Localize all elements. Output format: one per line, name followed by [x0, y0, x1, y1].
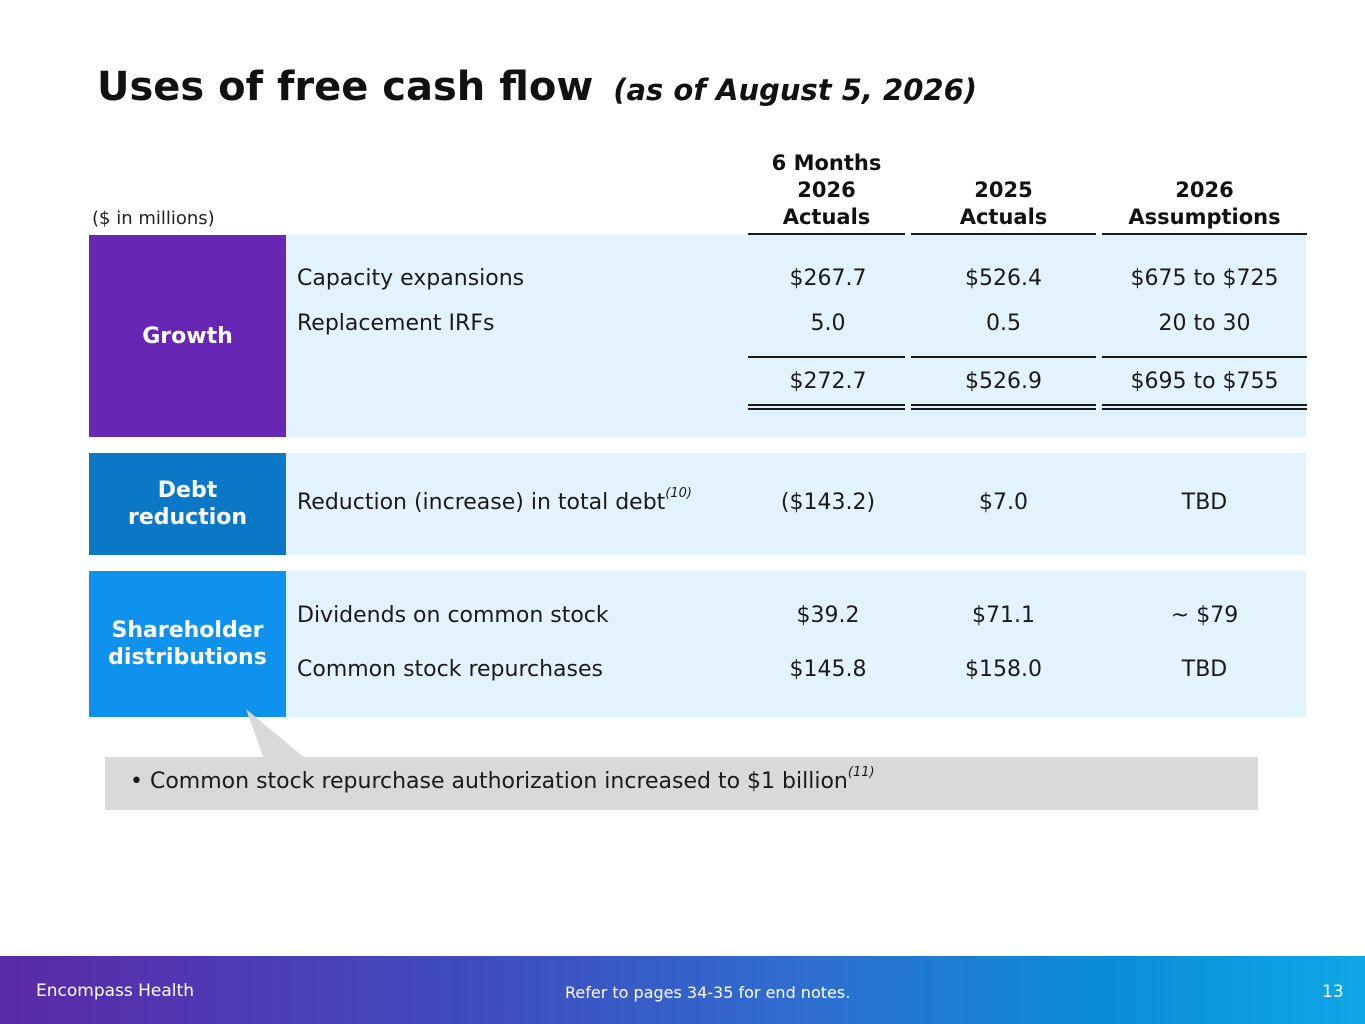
total-double-rule — [748, 404, 905, 410]
column-header-line: Assumptions — [1128, 205, 1281, 229]
cell-value: TBD — [1181, 490, 1228, 515]
cell-value: $39.2 — [796, 603, 860, 628]
shareholder-label-line: Shareholder — [111, 618, 264, 643]
total-double-rule — [1102, 404, 1307, 410]
cell-value: $158.0 — [965, 657, 1042, 682]
callout-box — [105, 757, 1258, 810]
cell-value: $71.1 — [972, 603, 1035, 628]
callout-text: • Common stock repurchase authorization … — [130, 765, 875, 794]
growth-total-value: $695 to $755 — [1130, 369, 1279, 394]
column-header-rule — [748, 233, 905, 235]
column-header-line: Actuals — [782, 205, 871, 229]
column-header-line: 6 Months — [771, 151, 882, 175]
growth-panel — [286, 235, 1306, 437]
growth-label-box: Growth — [89, 235, 286, 437]
cell-value: 0.5 — [986, 311, 1021, 336]
page-title: Uses of free cash flow (as of August 5, … — [97, 64, 977, 110]
cell-value: TBD — [1181, 657, 1228, 682]
subtotal-rule — [1102, 356, 1307, 358]
debt-panel — [286, 453, 1306, 555]
footer-note: Refer to pages 34-35 for end notes. — [565, 983, 851, 1002]
cell-value: $145.8 — [789, 657, 867, 682]
column-header-rule — [1102, 233, 1307, 235]
footer-bar — [0, 956, 1365, 1024]
row-debt-reduction: Reduction (increase) in total debt(10) — [297, 486, 692, 515]
callout-message: Common stock repurchase authorization in… — [149, 769, 848, 794]
debt-label-box: Debt reduction — [89, 453, 286, 555]
footnote-ref: (10) — [665, 486, 692, 501]
cell-value: $526.4 — [965, 266, 1042, 291]
bullet-icon: • — [130, 769, 143, 794]
column-header-line: 2026 — [797, 178, 856, 202]
column-header-line: 2026 — [1175, 178, 1234, 202]
title-text: Uses of free cash flow — [97, 64, 594, 110]
cell-value: $675 to $725 — [1130, 266, 1279, 291]
subtotal-rule — [748, 356, 905, 358]
row-repurchases: Common stock repurchases — [297, 657, 604, 682]
row-dividends: Dividends on common stock — [297, 603, 609, 628]
cell-value: 20 to 30 — [1158, 311, 1251, 336]
row-label: Reduction (increase) in total debt — [297, 490, 666, 515]
column-header-line: 2025 — [974, 178, 1033, 202]
column-header-2025-actuals: 2025 Actuals — [911, 177, 1096, 231]
debt-label-line: Debt — [157, 478, 218, 503]
cell-value: $267.7 — [789, 266, 867, 291]
title-date: (as of August 5, 2026) — [613, 73, 978, 107]
growth-total-value: $526.9 — [965, 369, 1042, 394]
row-replacement-irfs: Replacement IRFs — [297, 311, 495, 336]
row-capacity-expansions: Capacity expansions — [297, 266, 525, 291]
cell-value: $7.0 — [979, 490, 1028, 515]
units-note: ($ in millions) — [92, 208, 215, 229]
shareholder-label-box: Shareholder distributions — [89, 571, 286, 717]
cell-value: ($143.2) — [780, 490, 876, 515]
debt-label-line: reduction — [127, 505, 248, 530]
shareholder-label-line: distributions — [108, 645, 267, 670]
footnote-ref: (11) — [847, 765, 875, 780]
column-header-6-months-2026: 6 Months 2026 Actuals — [748, 150, 905, 231]
cell-value: ~ $79 — [1170, 603, 1239, 628]
subtotal-rule — [911, 356, 1096, 358]
column-header-rule — [911, 233, 1096, 235]
growth-total-value: $272.7 — [789, 369, 867, 394]
callout-pointer — [246, 709, 306, 759]
cell-value: 5.0 — [810, 311, 846, 336]
column-header-line: Actuals — [959, 205, 1048, 229]
shareholder-panel — [286, 571, 1306, 717]
column-header-2026-assumptions: 2026 Assumptions — [1102, 177, 1307, 231]
growth-label: Growth — [142, 323, 233, 349]
page-number: 13 — [1322, 982, 1344, 1002]
footer-company: Encompass Health — [36, 981, 194, 1001]
total-double-rule — [911, 404, 1096, 410]
